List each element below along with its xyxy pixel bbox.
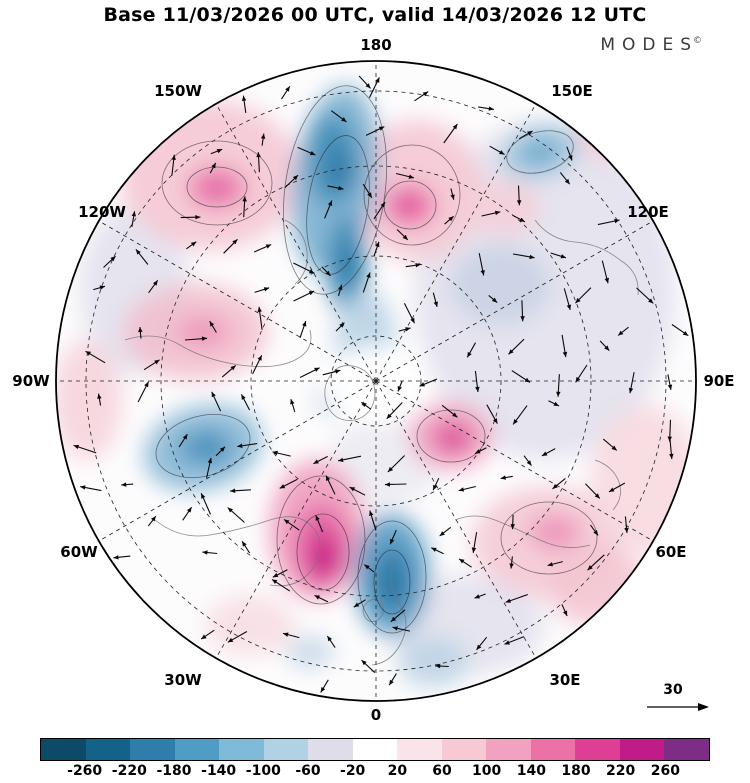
colorbar-segment [619, 739, 665, 760]
colorbar-tick-label: -20 [340, 763, 366, 779]
map-border-circle [55, 60, 697, 702]
wind-vectors [73, 75, 689, 693]
lon-label-150w: 150W [154, 82, 202, 100]
colorbar-segment [441, 739, 487, 760]
colorbar-segment [530, 739, 576, 760]
colorbar-segment [575, 739, 620, 760]
colorbar-segment [174, 739, 220, 760]
colorbar-tick-label: 180 [561, 763, 591, 779]
lon-label-30e: 30E [549, 671, 581, 689]
lon-label-120w: 120W [78, 203, 126, 221]
graticule [56, 61, 696, 701]
modes-logo: MODES© [600, 35, 702, 55]
lon-label-60e: 60E [655, 543, 687, 561]
colorbar-segment [352, 739, 398, 760]
colorbar-segment [308, 739, 353, 760]
page-title: Base 11/03/2026 00 UTC, valid 14/03/2026… [103, 4, 647, 26]
colorbar-tick-label: 140 [516, 763, 546, 779]
lon-label-90e: 90E [703, 372, 735, 390]
colorbar-tick-label: 100 [472, 763, 502, 779]
colorbar [40, 738, 710, 761]
colorbar-tick-label: -220 [111, 763, 147, 779]
colorbar-segment [41, 739, 86, 760]
colorbar-tick-label: -180 [156, 763, 192, 779]
colorbar-tick-label: 20 [387, 763, 408, 779]
colorbar-segment [219, 739, 264, 760]
colorbar-segment [664, 739, 709, 760]
polar-map [55, 60, 697, 702]
lon-label-30w: 30W [164, 671, 202, 689]
colorbar-tick-label: -100 [245, 763, 281, 779]
reference-vector-label: 30 [663, 682, 683, 698]
colorbar-segment [263, 739, 309, 760]
reference-vector-arrow [647, 703, 709, 711]
lon-label-180: 180 [360, 36, 392, 54]
colorbar-segment [130, 739, 175, 760]
lon-label-60w: 60W [60, 543, 98, 561]
copyright-mark: © [693, 36, 702, 47]
colorbar-tick-label: -60 [295, 763, 321, 779]
lon-label-0: 0 [370, 706, 382, 724]
lon-label-90w: 90W [12, 372, 50, 390]
lon-label-120e: 120E [627, 203, 669, 221]
colorbar-tick-label: 60 [432, 763, 452, 779]
colorbar-tick-labels: -260 -220 -180 -140 -100 -60 -20 20 60 100 140 180 2… [40, 763, 710, 781]
colorbar-tick-label: -260 [67, 763, 103, 779]
modes-logo-text: MODES [600, 35, 698, 55]
colorbar-segment [397, 739, 442, 760]
colorbar-tick-label: 260 [650, 763, 680, 779]
colorbar-segment [85, 739, 131, 760]
colorbar-segment [486, 739, 531, 760]
lon-label-150e: 150E [551, 82, 593, 100]
colorbar-tick-label: -140 [201, 763, 237, 779]
polar-map-area [35, 40, 717, 722]
coastlines [124, 219, 639, 666]
colorbar-tick-label: 220 [606, 763, 636, 779]
